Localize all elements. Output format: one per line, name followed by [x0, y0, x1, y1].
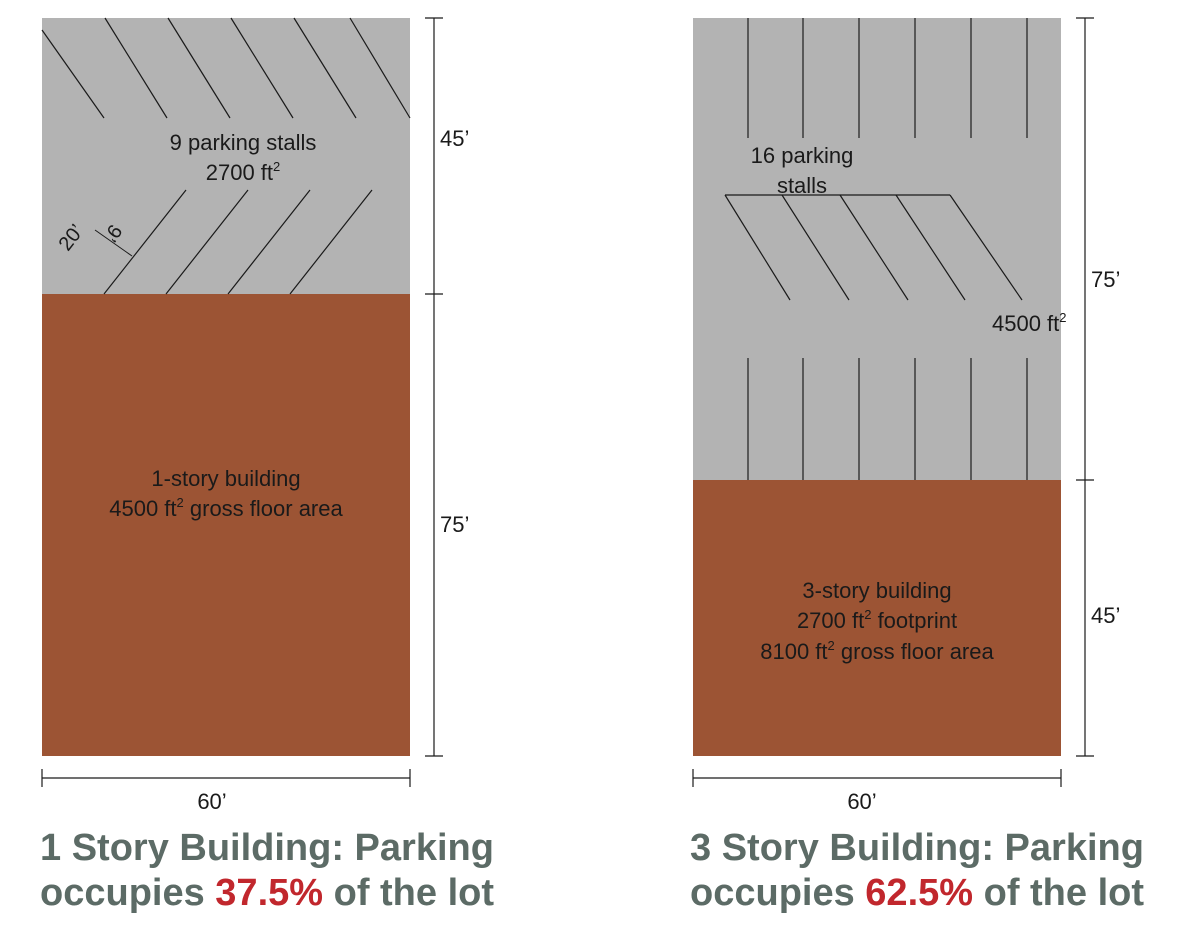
left-stall-lines — [41, 17, 411, 295]
left-horizontal-dimension — [41, 769, 411, 787]
right-building-area — [693, 480, 1061, 756]
left-stall-line — [41, 29, 105, 119]
right-parking-area — [693, 18, 1061, 480]
right-lot-width-label: 60’ — [847, 789, 876, 814]
right-horizontal-dimension — [692, 769, 1062, 787]
left-stall-line — [103, 189, 187, 295]
right-building-depth-label: 45’ — [1091, 603, 1120, 628]
left-vertical-dimension — [425, 17, 443, 757]
right-stall-line — [949, 194, 1023, 301]
left-caption-line1: 1 Story Building: Parking — [40, 827, 494, 869]
right-parking-area: 4500 ft2 — [992, 310, 1067, 336]
right-building-line2: 2700 ft2 footprint — [797, 607, 957, 633]
right-stall-line — [839, 194, 909, 301]
left-stall-line — [349, 17, 411, 119]
left-stall-line — [293, 17, 357, 119]
right-stall-line — [895, 194, 966, 301]
right-parking-label-line2: stalls — [777, 173, 827, 198]
left-building-depth-label: 75’ — [440, 512, 469, 537]
left-stall-line — [167, 17, 231, 119]
left-stall-width-marker — [94, 229, 133, 257]
left-parking-area — [42, 18, 410, 294]
left-parking-depth-label: 45’ — [440, 126, 469, 151]
left-building-area — [42, 294, 410, 756]
right-building-line1: 3-story building — [802, 578, 951, 603]
left-building-line1: 1-story building — [151, 466, 300, 491]
right-stall-lines — [724, 18, 1028, 480]
left-stall-line — [165, 189, 249, 295]
left-lot: 9 parking stalls 2700 ft2 20’ 9’ 1-story… — [40, 17, 494, 914]
right-vertical-dimension — [1076, 17, 1094, 757]
right-caption-line1: 3 Story Building: Parking — [690, 827, 1144, 869]
right-parking-depth-label: 75’ — [1091, 267, 1120, 292]
right-lot: 16 parking stalls 4500 ft2 3-story build… — [690, 17, 1144, 914]
left-stall-line — [230, 17, 294, 119]
right-building-line3: 8100 ft2 gross floor area — [760, 638, 994, 664]
left-stall-line — [227, 189, 311, 295]
left-parking-area: 2700 ft2 — [206, 159, 281, 185]
right-caption-line2: occupies 62.5% of the lot — [690, 872, 1144, 914]
left-stall-line — [289, 189, 373, 295]
left-parking-label: 9 parking stalls — [170, 130, 317, 155]
left-building-line2: 4500 ft2 gross floor area — [109, 495, 343, 521]
left-stall-line — [104, 17, 168, 119]
right-stall-line — [724, 194, 791, 301]
right-parking-label-line1: 16 parking — [751, 143, 854, 168]
right-stall-line — [781, 194, 850, 301]
left-lot-width-label: 60’ — [197, 789, 226, 814]
left-caption-line2: occupies 37.5% of the lot — [40, 872, 494, 914]
